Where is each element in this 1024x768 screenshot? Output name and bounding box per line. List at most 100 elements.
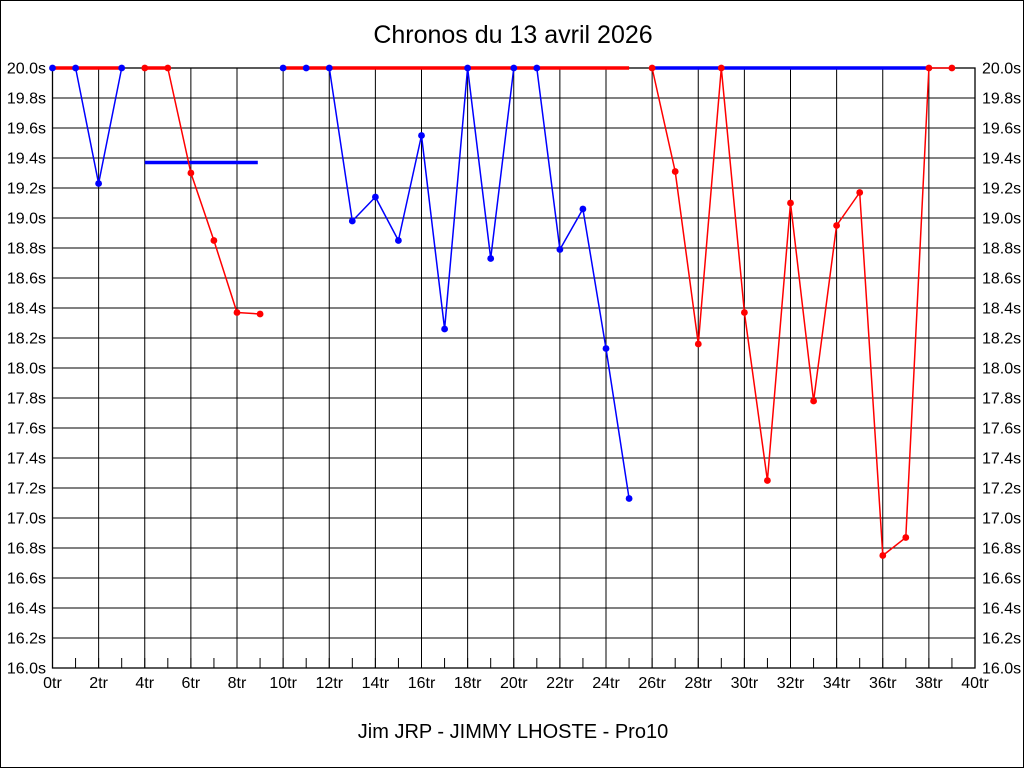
y-axis-label-right: 19.2s: [982, 181, 1021, 198]
x-axis-label: 4tr: [135, 675, 154, 692]
y-axis-label-right: 16.4s: [982, 601, 1021, 618]
red-series-marker: [856, 189, 864, 196]
y-axis-label-left: 16.0s: [7, 661, 46, 678]
y-axis-label-left: 16.6s: [7, 571, 46, 588]
y-axis-label-right: 17.8s: [982, 391, 1021, 408]
red-series-marker: [187, 169, 195, 177]
y-axis-label-right: 18.8s: [982, 241, 1021, 258]
blue-series-marker: [325, 64, 333, 72]
y-axis-label-left: 16.4s: [7, 601, 46, 618]
y-axis-label-left: 17.8s: [7, 391, 46, 408]
red-series-marker: [210, 237, 218, 244]
x-axis-label: 30tr: [731, 675, 759, 692]
red-series-marker: [810, 397, 817, 405]
blue-series-marker: [279, 64, 287, 72]
blue-series-marker: [556, 246, 564, 253]
blue-series-marker: [441, 325, 448, 333]
red-series-marker: [648, 64, 656, 72]
red-series-marker: [741, 309, 748, 316]
y-axis-label-left: 18.8s: [7, 241, 46, 258]
y-axis-label-right: 18.4s: [982, 301, 1021, 318]
blue-series-marker: [625, 495, 633, 502]
x-axis-label: 14tr: [362, 675, 390, 692]
blue-series-marker: [302, 64, 310, 72]
x-axis-label: 20tr: [500, 675, 528, 692]
red-series-marker: [902, 534, 910, 541]
red-series-marker: [925, 64, 933, 72]
x-axis-label: 12tr: [315, 675, 343, 692]
x-axis-label: 2tr: [89, 675, 108, 692]
y-axis-label-right: 17.4s: [982, 451, 1021, 468]
red-series-line: [651, 67, 952, 557]
y-axis-label-left: 18.6s: [7, 271, 46, 288]
y-axis-label-right: 18.2s: [982, 331, 1021, 348]
red-series-marker: [948, 64, 956, 72]
y-axis-label-right: 17.2s: [982, 481, 1021, 498]
x-axis-label: 28tr: [684, 675, 712, 692]
y-axis-label-left: 19.6s: [7, 121, 46, 138]
y-axis-label-right: 17.6s: [982, 421, 1021, 438]
y-axis-label-left: 19.8s: [7, 91, 46, 108]
blue-series-marker: [464, 64, 471, 72]
red-series-marker: [764, 477, 771, 484]
blue-series-marker: [95, 180, 102, 187]
red-series-marker: [879, 552, 887, 559]
y-axis-label-left: 17.2s: [7, 481, 46, 498]
y-axis-label-left: 20.0s: [7, 61, 46, 78]
y-axis-label-left: 17.4s: [7, 451, 46, 468]
x-axis-label: 24tr: [592, 675, 620, 692]
y-axis-label-right: 16.6s: [982, 571, 1021, 588]
x-axis-label: 6tr: [182, 675, 201, 692]
y-axis-label-right: 19.8s: [982, 91, 1021, 108]
y-axis-label-right: 18.0s: [982, 361, 1021, 378]
blue-series-marker: [487, 255, 495, 262]
x-axis-label: 8tr: [228, 675, 247, 692]
y-axis-label-left: 18.4s: [7, 301, 46, 318]
y-axis-label-right: 16.0s: [982, 661, 1021, 678]
y-axis-label-left: 17.6s: [7, 421, 46, 438]
y-axis-label-right: 19.4s: [982, 151, 1021, 168]
y-axis-label-left: 17.0s: [7, 511, 46, 528]
blue-series-line: [283, 67, 630, 499]
chart-footer: Jim JRP - JIMMY LHOSTE - Pro10: [357, 721, 669, 743]
y-axis-label-left: 16.8s: [7, 541, 46, 558]
x-axis-label: 18tr: [454, 675, 482, 692]
red-series-marker: [671, 168, 679, 175]
blue-series-marker: [418, 132, 425, 139]
y-axis-label-right: 18.6s: [982, 271, 1021, 288]
y-axis-label-left: 18.2s: [7, 331, 46, 348]
blue-series-marker: [372, 193, 379, 201]
red-series-marker: [717, 64, 725, 72]
blue-series-marker: [49, 64, 56, 72]
y-axis-label-left: 19.2s: [7, 181, 46, 198]
y-axis-label-right: 16.2s: [982, 631, 1021, 648]
x-axis-label: 16tr: [408, 675, 436, 692]
red-series-marker: [141, 64, 149, 72]
red-series-marker: [694, 340, 702, 348]
red-series-marker: [256, 310, 264, 318]
blue-series-marker: [510, 64, 518, 72]
x-axis-label: 38tr: [915, 675, 943, 692]
x-axis-label: 36tr: [869, 675, 897, 692]
red-series-marker: [233, 309, 241, 316]
x-axis-label: 32tr: [777, 675, 805, 692]
y-axis-label-left: 18.0s: [7, 361, 46, 378]
chart-title: Chronos du 13 avril 2026: [373, 21, 653, 49]
x-axis-label: 34tr: [823, 675, 851, 692]
blue-series-marker: [395, 237, 402, 244]
blue-series-marker: [72, 64, 79, 72]
blue-series-marker: [533, 64, 541, 72]
x-axis-label: 22tr: [546, 675, 574, 692]
y-axis-label-left: 16.2s: [7, 631, 46, 648]
red-series-line: [144, 67, 261, 315]
x-axis-label: 10tr: [269, 675, 297, 692]
blue-series-marker: [348, 217, 356, 225]
y-axis-label-right: 19.6s: [982, 121, 1021, 138]
y-axis-label-right: 16.8s: [982, 541, 1021, 558]
y-axis-label-left: 19.0s: [7, 211, 46, 228]
blue-series-marker: [118, 64, 126, 72]
y-axis-label-right: 20.0s: [982, 61, 1021, 78]
blue-series-line: [52, 67, 123, 185]
